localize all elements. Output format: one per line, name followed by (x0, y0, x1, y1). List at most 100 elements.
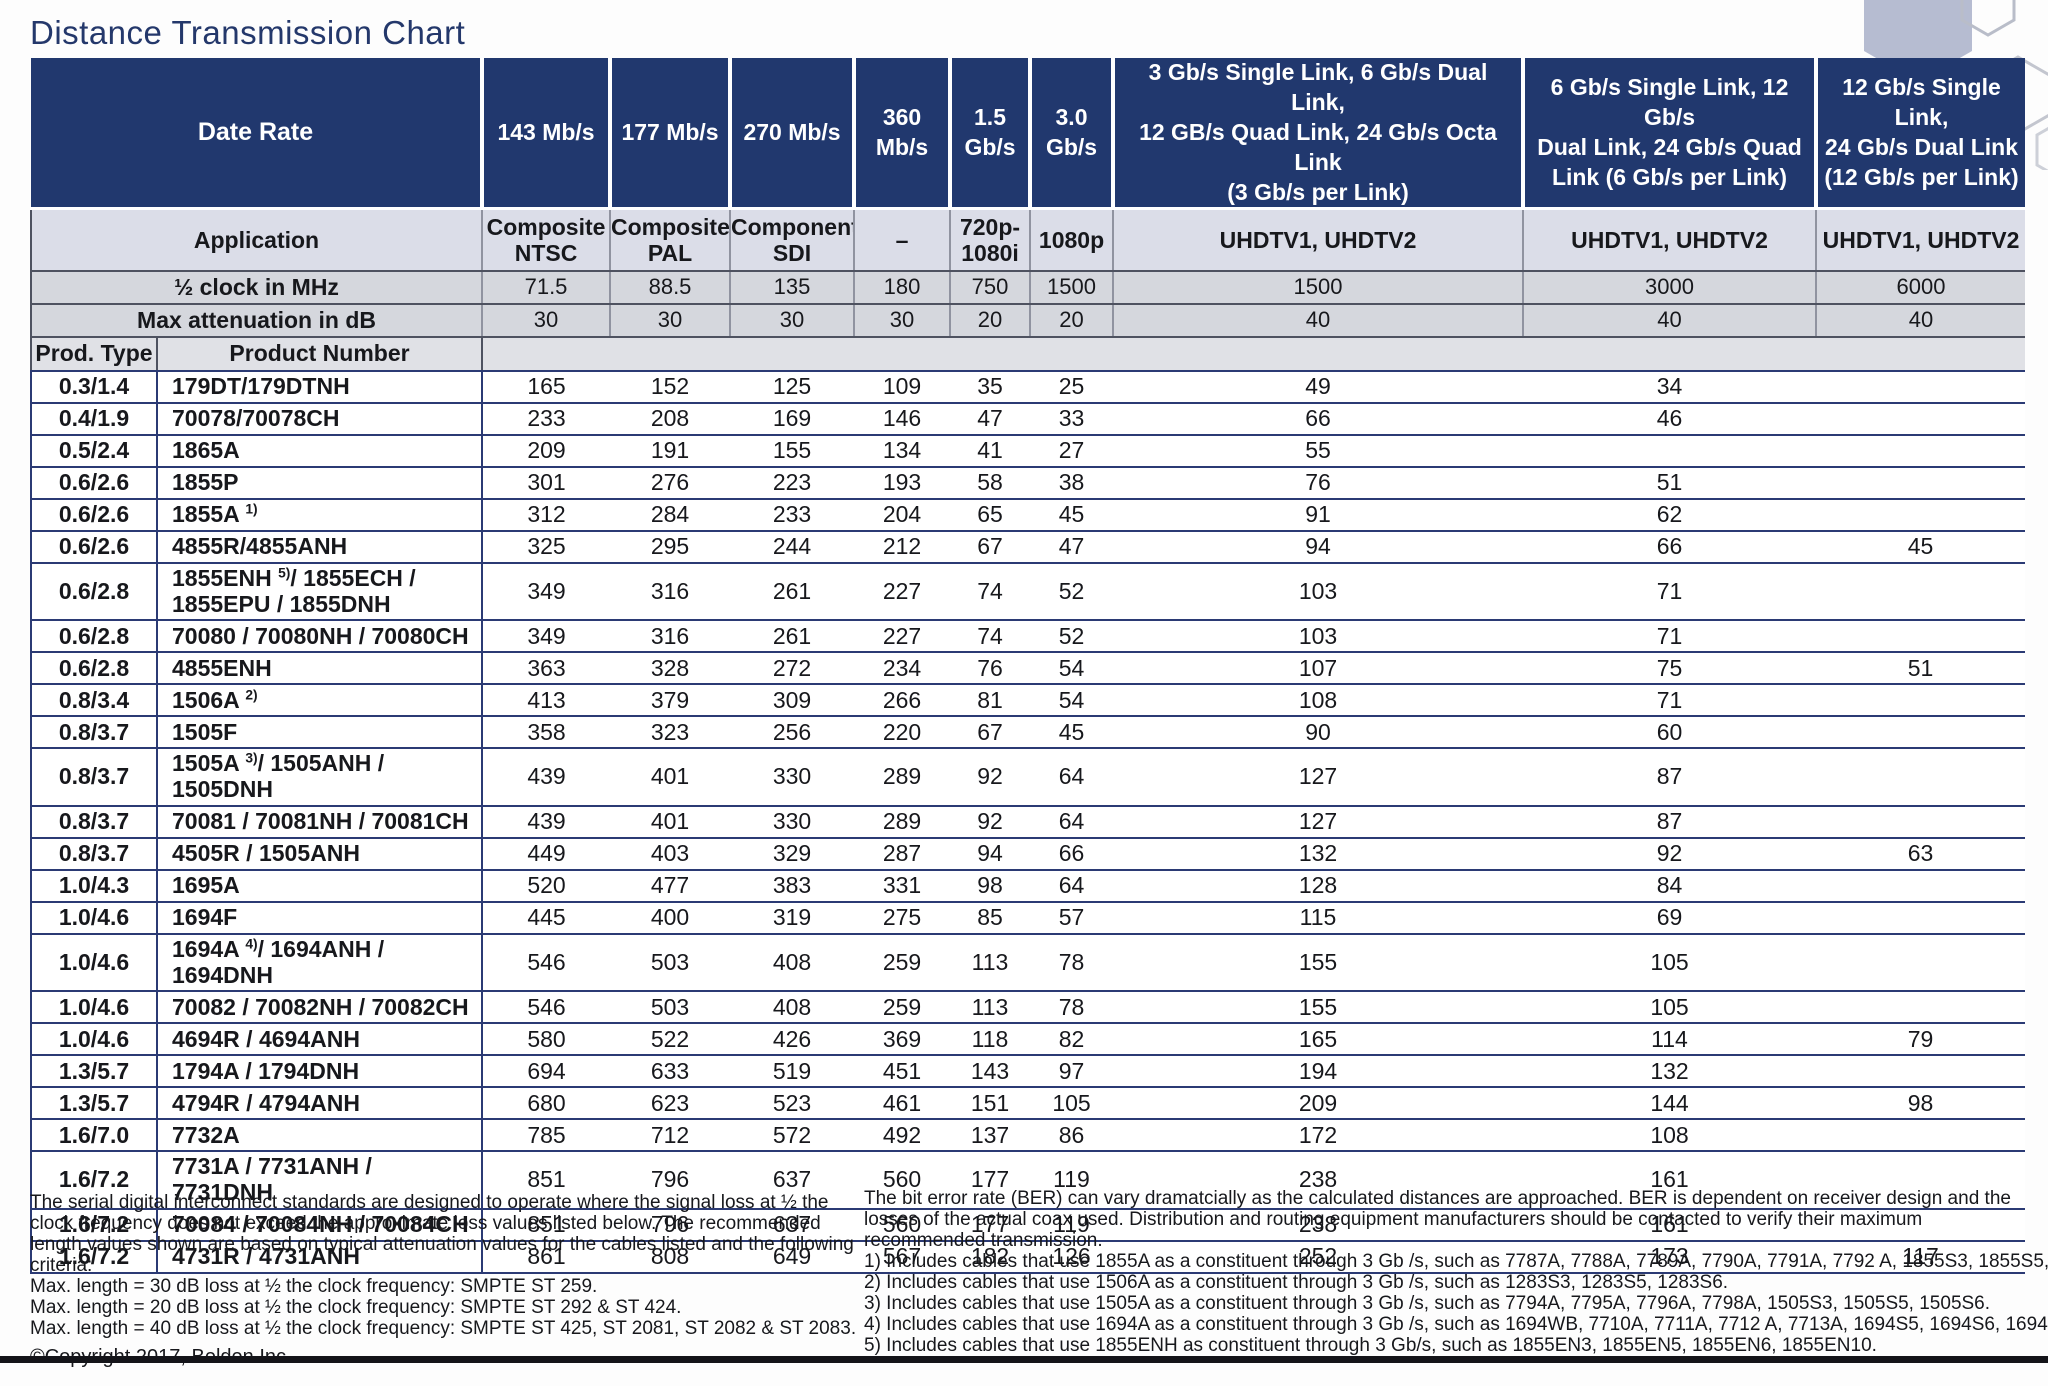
prod-type-cell: 0.6/2.6 (30, 466, 158, 500)
value-cell: 238 (1113, 1208, 1524, 1242)
value-cell: 523 (730, 1087, 855, 1121)
value-cell: 62 (1523, 498, 1817, 532)
value-cell: 74 (950, 620, 1031, 654)
prod-type-cell: 0.8/3.4 (30, 684, 158, 718)
product-number-cell: 1505F (157, 716, 484, 750)
table-row: 0.8/3.7 1505A 3)/ 1505ANH / 1505DNH 439 … (30, 748, 2026, 807)
attenuation-value: 30 (482, 303, 612, 338)
value-cell: 261 (730, 562, 855, 622)
value-cell: 330 (730, 748, 855, 807)
table-row: 0.6/2.8 1855ENH 5)/ 1855ECH / 1855EPU / … (30, 562, 2026, 622)
application-value: Composite NTSC (482, 208, 612, 272)
value-cell: 64 (1030, 805, 1114, 839)
value-cell: 560 (854, 1151, 951, 1210)
value-cell: 65 (950, 498, 1031, 532)
value-cell: 76 (1113, 466, 1524, 500)
value-cell: 369 (854, 1023, 951, 1057)
table-row: 0.4/1.9 70078/70078CH 233 208 169 146 47… (30, 402, 2026, 436)
value-cell: 323 (610, 716, 731, 750)
value-cell: 461 (854, 1087, 951, 1121)
product-number-cell: 1694F (157, 901, 484, 935)
value-cell: 572 (730, 1119, 855, 1153)
value-cell: 193 (854, 466, 951, 500)
value-cell: 34 (1523, 370, 1817, 404)
value-cell: 107 (1113, 652, 1524, 686)
col-header-6g-group: 6 Gb/s Single Link, 12 Gb/s Dual Link, 2… (1523, 58, 1819, 211)
prod-type-cell: 1.0/4.6 (30, 1023, 158, 1057)
prod-type-cell: 1.0/4.6 (30, 933, 158, 993)
value-cell: 71 (1523, 620, 1817, 654)
value-cell (1816, 1151, 2026, 1210)
table-row: 1.0/4.6 4694R / 4694ANH 580 522 426 369 … (30, 1023, 2026, 1057)
value-cell: 113 (950, 933, 1031, 993)
value-cell: 227 (854, 562, 951, 622)
value-cell: 92 (950, 748, 1031, 807)
table-row: 1.0/4.6 1694A 4)/ 1694ANH / 1694DNH 546 … (30, 933, 2026, 993)
value-cell: 161 (1523, 1208, 1817, 1242)
value-cell: 71 (1523, 562, 1817, 622)
numbered-footnote: 2) Includes cables that use 1506A as a c… (864, 1272, 1729, 1293)
clock-value: 71.5 (482, 270, 612, 305)
product-header-row: Prod. Type Product Number (30, 336, 2026, 372)
value-cell: 194 (1113, 1055, 1524, 1089)
value-cell: 445 (482, 901, 611, 935)
value-cell: 220 (854, 716, 951, 750)
col-header-143: 143 Mb/s (482, 58, 613, 211)
value-cell: 331 (854, 869, 951, 903)
numbered-footnote: 3) Includes cables that use 1505A as a c… (864, 1293, 1991, 1314)
value-cell: 520 (482, 869, 611, 903)
product-number-cell: 4855R/4855ANH (157, 530, 484, 564)
prod-type-cell: 0.5/2.4 (30, 434, 158, 468)
prod-type-cell: 0.8/3.7 (30, 748, 158, 807)
product-number-cell: 179DT/179DTNH (157, 370, 484, 404)
value-cell: 256 (730, 716, 855, 750)
value-cell: 633 (610, 1055, 731, 1089)
table-row: 0.3/1.4 179DT/179DTNH 165 152 125 109 35… (30, 370, 2026, 404)
value-cell: 272 (730, 652, 855, 686)
value-cell: 301 (482, 466, 611, 500)
value-cell: 233 (482, 402, 611, 436)
product-number-cell: 4794R / 4794ANH (157, 1087, 484, 1121)
value-cell: 92 (1523, 837, 1817, 871)
value-cell: 492 (854, 1119, 951, 1153)
prod-type-cell: 1.6/7.2 (30, 1151, 158, 1210)
value-cell: 60 (1523, 716, 1817, 750)
value-cell: 45 (1816, 530, 2026, 564)
product-number-cell: 4694R / 4694ANH (157, 1023, 484, 1057)
col-header-3g-group: 3 Gb/s Single Link, 6 Gb/s Dual Link, 12… (1113, 58, 1526, 211)
left-footnote-paragraph: The serial digital interconnect standard… (30, 1192, 854, 1276)
value-cell (1816, 748, 2026, 807)
value-cell: 266 (854, 684, 951, 718)
value-cell (1816, 498, 2026, 532)
product-number-cell: 70082 / 70082NH / 70082CH (157, 991, 484, 1025)
product-number-cell: 70084 / 70084NH / 70084CH (157, 1208, 484, 1242)
value-cell: 134 (854, 434, 951, 468)
value-cell: 439 (482, 748, 611, 807)
application-value: UHDTV1, UHDTV2 (1113, 208, 1525, 272)
table-row: 0.6/2.6 1855P 301 276 223 193 58 38 76 5… (30, 466, 2026, 500)
value-cell: 329 (730, 837, 855, 871)
value-cell: 401 (610, 805, 731, 839)
product-header-spacer (482, 336, 2026, 372)
max-length-note: Max. length = 40 dB loss at ½ the clock … (30, 1318, 857, 1339)
prod-type-cell: 1.0/4.3 (30, 869, 158, 903)
value-cell: 580 (482, 1023, 611, 1057)
value-cell (1816, 434, 2026, 468)
prod-type-cell: 0.4/1.9 (30, 402, 158, 436)
product-number-cell: 4505R / 1505ANH (157, 837, 484, 871)
product-number-cell: 1694A 4)/ 1694ANH / 1694DNH (157, 933, 484, 993)
value-cell: 45 (1030, 498, 1114, 532)
value-cell: 91 (1113, 498, 1524, 532)
value-cell: 108 (1523, 1119, 1817, 1153)
max-length-note: Max. length = 30 dB loss at ½ the clock … (30, 1276, 598, 1297)
table-row: 0.8/3.7 70081 / 70081NH / 70081CH 439 40… (30, 805, 2026, 839)
value-cell: 85 (950, 901, 1031, 935)
value-cell: 204 (854, 498, 951, 532)
value-cell: 66 (1113, 402, 1524, 436)
value-cell: 54 (1030, 684, 1114, 718)
attenuation-value: 40 (1113, 303, 1525, 338)
prod-type-cell: 0.8/3.7 (30, 837, 158, 871)
value-cell: 209 (482, 434, 611, 468)
value-cell: 234 (854, 652, 951, 686)
value-cell: 349 (482, 620, 611, 654)
